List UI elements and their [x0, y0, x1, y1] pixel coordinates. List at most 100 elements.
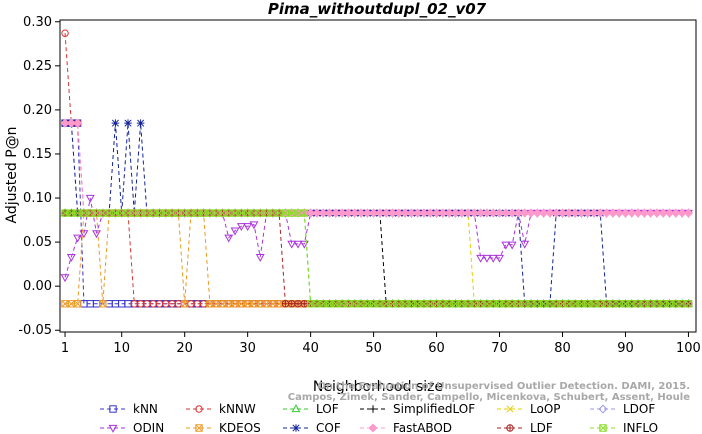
- data-point: [73, 300, 82, 308]
- data-point: [570, 208, 580, 218]
- x-tick-label: 30: [239, 341, 256, 356]
- legend-marker: [195, 424, 203, 432]
- data-point: [507, 208, 517, 218]
- x-tick-label: 1: [61, 341, 69, 356]
- legend-label: LOF: [316, 402, 339, 416]
- data-point: [79, 230, 89, 239]
- data-point: [400, 208, 410, 218]
- chart-title: Pima_withoutdupl_02_v07: [268, 0, 487, 18]
- legend-item: LDOF: [590, 402, 655, 416]
- data-point: [488, 254, 498, 263]
- data-point: [658, 208, 668, 218]
- data-point: [620, 208, 630, 218]
- legend-marker: [108, 424, 118, 433]
- x-tick-label: 60: [428, 341, 445, 356]
- data-point: [300, 209, 309, 217]
- data-point: [60, 274, 70, 283]
- data-point: [463, 208, 473, 218]
- data-point: [331, 208, 341, 218]
- data-point: [551, 208, 561, 218]
- y-tick-label: 0.10: [23, 191, 52, 206]
- plot-frame: [59, 19, 697, 333]
- x-axis: 1 10 20 30 40 50 60 70 80 90 100: [61, 332, 701, 356]
- data-point: [683, 208, 693, 218]
- data-point: [73, 234, 83, 243]
- legend-item: kNNW: [186, 402, 256, 416]
- series-LDF: [61, 209, 693, 308]
- x-tick-label: 80: [554, 341, 571, 356]
- data-point: [520, 240, 530, 249]
- data-point: [595, 208, 605, 218]
- legend-item: COF: [283, 421, 341, 434]
- data-point: [482, 208, 492, 218]
- legend-label: LDF: [530, 421, 553, 434]
- data-point: [476, 254, 486, 263]
- x-tick-label: 50: [365, 341, 382, 356]
- watermark-line-1: Campos, Zimek, Sander, Campello, Micenko…: [288, 392, 690, 403]
- data-point: [589, 208, 599, 218]
- legend-label: ODIN: [133, 421, 164, 434]
- data-point: [73, 118, 83, 128]
- series-line: [65, 212, 689, 305]
- data-point: [294, 300, 302, 308]
- data-point: [495, 254, 504, 263]
- data-point: [413, 208, 423, 218]
- series-line: [65, 212, 689, 305]
- legend-marker: [292, 424, 300, 432]
- data-point: [60, 118, 70, 128]
- data-point: [99, 300, 107, 308]
- data-point: [684, 300, 693, 308]
- data-point: [224, 234, 234, 243]
- data-point: [362, 208, 372, 218]
- data-point: [92, 230, 101, 239]
- data-point: [495, 208, 505, 218]
- legend-label: LoOP: [530, 402, 561, 416]
- data-point: [369, 208, 379, 218]
- data-point: [111, 119, 120, 127]
- legend-item: LDF: [497, 421, 553, 434]
- data-point: [375, 208, 385, 218]
- data-point: [665, 208, 675, 218]
- data-point: [288, 300, 296, 308]
- legend-label: COF: [316, 421, 341, 434]
- x-tick-label: 40: [302, 341, 319, 356]
- series-INFLO: [61, 209, 693, 308]
- x-tick-label: 70: [491, 341, 508, 356]
- data-point: [488, 208, 498, 218]
- data-point: [501, 208, 511, 218]
- legend-marker: [598, 404, 608, 414]
- data-point: [381, 208, 391, 218]
- series-line: [65, 212, 689, 305]
- legend-marker: [599, 424, 607, 432]
- data-point: [281, 300, 290, 308]
- legend-marker: [506, 405, 514, 413]
- data-point: [236, 223, 246, 232]
- data-point: [243, 223, 253, 232]
- data-point: [583, 208, 593, 218]
- series-layer: [60, 29, 693, 308]
- data-point: [312, 208, 322, 218]
- data-point: [406, 208, 416, 218]
- data-point: [300, 300, 309, 308]
- data-point: [507, 241, 517, 250]
- data-point: [557, 208, 568, 218]
- data-point: [539, 208, 549, 218]
- legend-item: kNN: [100, 402, 158, 416]
- data-point: [614, 208, 624, 218]
- x-tick-label: 20: [176, 341, 193, 356]
- watermark-line-2: On the Evaluation of Unsupervised Outlie…: [317, 381, 690, 392]
- data-point: [394, 208, 404, 218]
- series-FastABOD: [60, 118, 693, 218]
- series-LOF: [60, 208, 693, 307]
- data-point: [652, 208, 662, 218]
- data-point: [61, 29, 69, 37]
- series-LoOP: [61, 209, 692, 308]
- legend-label: FastABOD: [393, 421, 452, 434]
- data-point: [255, 253, 265, 262]
- data-point: [419, 208, 429, 218]
- series-line: [65, 122, 689, 214]
- data-point: [325, 208, 335, 218]
- data-point: [287, 240, 297, 249]
- legend-marker: [109, 405, 117, 413]
- data-point: [520, 208, 530, 218]
